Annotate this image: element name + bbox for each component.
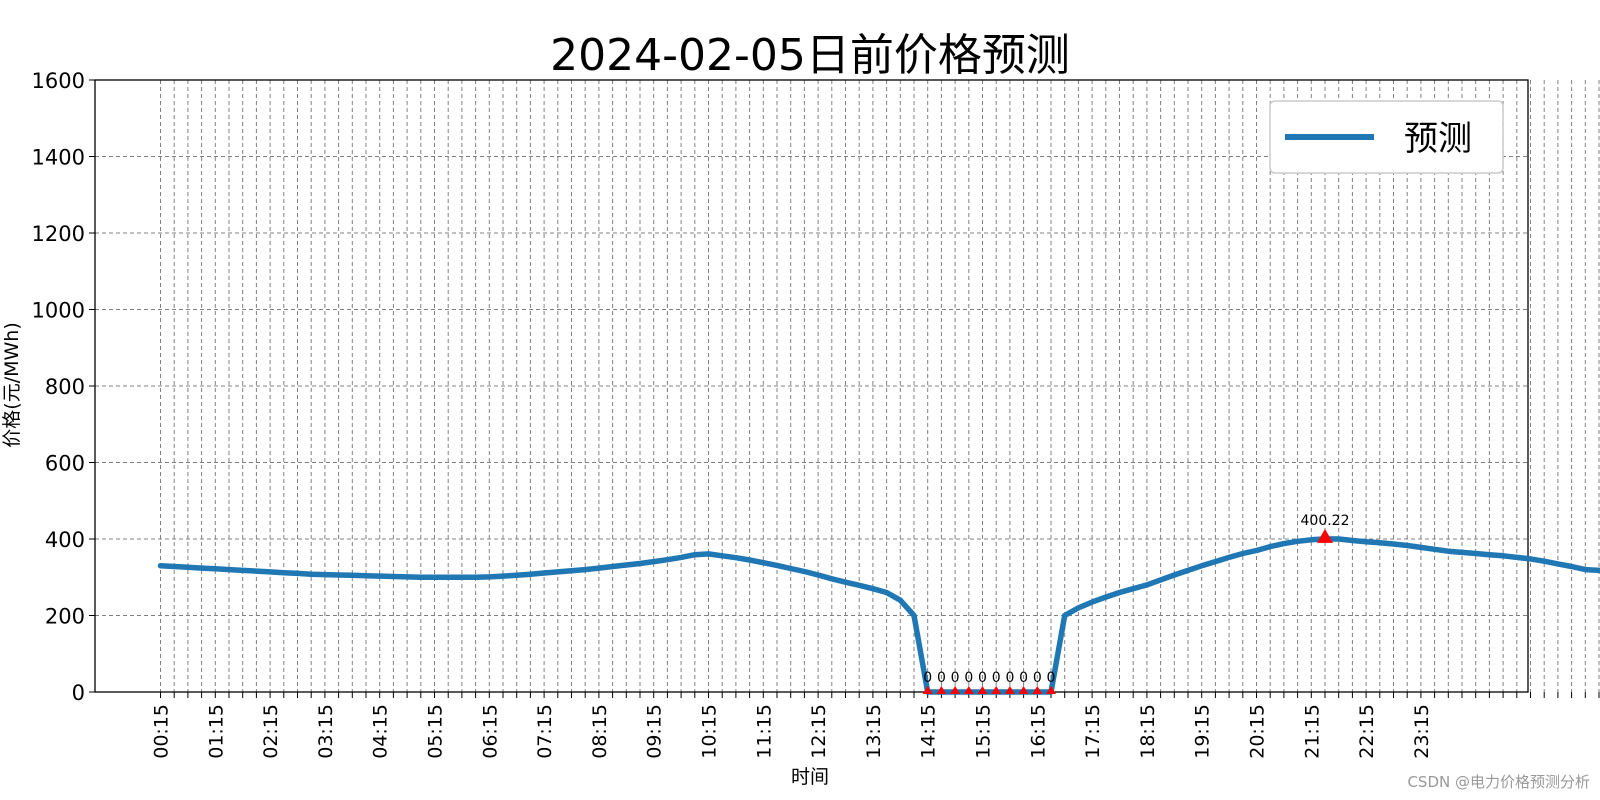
x-tick-label: 21:15 — [1301, 704, 1323, 759]
series-layer — [157, 536, 1600, 695]
x-tick-label: 10:15 — [699, 704, 721, 759]
series-line-forecast — [157, 536, 1600, 695]
x-tick-label: 22:15 — [1356, 704, 1378, 759]
x-tick-label: 15:15 — [973, 704, 995, 759]
zero-label: 0 — [978, 670, 987, 686]
zero-marker — [1046, 686, 1056, 694]
max-label: 400.22 — [1301, 513, 1350, 529]
zero-label: 0 — [951, 670, 960, 686]
plot-frame — [94, 79, 1529, 693]
x-tick-label: 13:15 — [863, 704, 885, 759]
watermark: CSDN @电力价格预测分析 — [1407, 773, 1590, 791]
y-tick-label: 1600 — [32, 69, 85, 93]
x-tick-label: 17:15 — [1082, 704, 1104, 759]
x-tick-label: 12:15 — [808, 704, 830, 759]
x-tick-label: 06:15 — [479, 704, 501, 759]
zero-marker — [950, 686, 961, 694]
y-axis-label: 价格(元/MWh) — [1, 322, 23, 447]
y-tick-label: 1000 — [32, 299, 85, 323]
x-tick-label: 20:15 — [1247, 704, 1269, 759]
y-tick-label: 600 — [45, 452, 85, 476]
zero-label: 0 — [1047, 670, 1056, 686]
x-tick-label: 00:15 — [151, 704, 173, 759]
zero-marker — [1032, 686, 1043, 694]
zero-label: 0 — [1033, 670, 1042, 686]
zero-label: 0 — [937, 670, 946, 686]
x-tick-label: 04:15 — [370, 704, 392, 759]
x-tick-label: 14:15 — [918, 704, 940, 759]
x-tick-label: 08:15 — [589, 704, 611, 759]
legend-label: 预测 — [1404, 119, 1472, 159]
zero-marker — [922, 686, 933, 694]
y-tick-label: 1400 — [32, 146, 85, 170]
x-tick-label: 07:15 — [534, 704, 556, 759]
zero-marker — [936, 686, 947, 694]
zero-marker — [1018, 686, 1029, 694]
zero-marker — [977, 686, 988, 694]
zero-label: 0 — [923, 670, 932, 686]
x-tick-label: 18:15 — [1137, 704, 1159, 759]
zero-marker — [1004, 686, 1015, 694]
axes: 0 200 400 600 800 1000 1200 1400 1600 00:15 01:15 0… — [32, 69, 1600, 759]
x-tick-label: 16:15 — [1027, 704, 1049, 759]
grid — [95, 79, 1600, 693]
y-tick-label: 0 — [72, 681, 85, 705]
x-tick-label: 01:15 — [205, 704, 227, 759]
legend: 预测 — [1269, 100, 1504, 174]
x-tick-label: 02:15 — [260, 704, 282, 759]
y-tick-label: 400 — [45, 528, 85, 552]
zero-label: 0 — [1005, 670, 1014, 686]
y-tick-label: 200 — [45, 605, 85, 629]
y-tick-label: 800 — [45, 375, 85, 399]
x-tick-label: 23:15 — [1411, 704, 1433, 759]
x-tick-label: 05:15 — [425, 704, 447, 759]
zero-label: 0 — [992, 670, 1001, 686]
zero-marker — [963, 686, 974, 694]
legend-box — [1269, 100, 1504, 174]
chart-title: 2024-02-05日前价格预测 — [550, 30, 1070, 81]
zero-label: 0 — [1019, 670, 1028, 686]
x-tick-label: 11:15 — [753, 704, 775, 759]
y-tick-label: 1200 — [32, 222, 85, 246]
x-tick-label: 03:15 — [315, 704, 337, 759]
x-tick-label: 19:15 — [1192, 704, 1214, 759]
max-marker — [1317, 528, 1333, 543]
zero-marker — [991, 686, 1002, 694]
zero-label: 0 — [964, 670, 973, 686]
x-axis-label: 时间 — [791, 766, 829, 788]
x-tick-label: 09:15 — [644, 704, 666, 759]
